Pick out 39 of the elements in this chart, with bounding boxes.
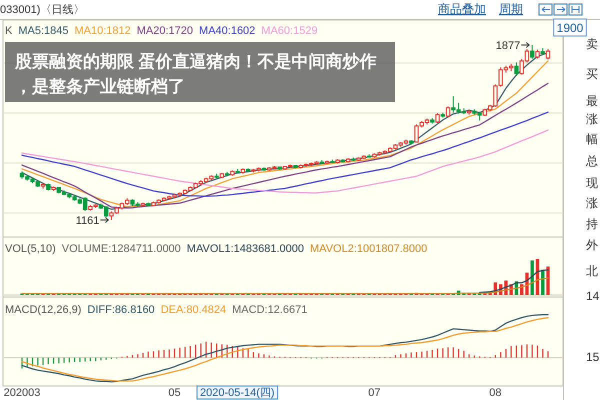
text: 033001)〈日线〉 bbox=[0, 3, 84, 16]
text: 股票融资的期限 蛋价直逼猪肉！不是中间商炒作，是整条产业链断档了 bbox=[14, 52, 377, 96]
text: 持 bbox=[586, 217, 598, 231]
text: 15 bbox=[586, 350, 600, 364]
legend-title: VOL(5,10) bbox=[5, 243, 56, 255]
text: MAVOL1:1483681.0000 bbox=[186, 243, 304, 255]
legend-title: MACD(12,26,9) bbox=[5, 304, 82, 316]
text: 北 bbox=[586, 264, 598, 278]
legend-title: K bbox=[5, 25, 13, 37]
text: 外 bbox=[586, 238, 598, 252]
annotation: MACD:12.6671 bbox=[232, 304, 308, 316]
text: 1900 bbox=[556, 21, 584, 35]
x-tick-label: 05 bbox=[168, 387, 181, 399]
text: 幅 bbox=[586, 132, 598, 146]
text: 涨 bbox=[586, 112, 598, 126]
text: 商品叠加 bbox=[438, 2, 486, 16]
text: 卖 bbox=[586, 37, 598, 51]
text: 最 bbox=[586, 94, 598, 108]
x-tick-label: 07 bbox=[368, 387, 381, 399]
text: 2020-05-14(四) bbox=[200, 387, 275, 399]
text: 周期 bbox=[499, 2, 523, 16]
text: MA20:1720 bbox=[136, 25, 194, 37]
text: 涨 bbox=[586, 196, 598, 210]
text: 14 bbox=[586, 289, 600, 303]
text: MA5:1845 bbox=[18, 25, 68, 37]
text: MA40:1602 bbox=[199, 25, 256, 37]
x-tick-label: 202003 bbox=[4, 387, 40, 399]
text: 总 bbox=[585, 154, 598, 168]
text: DEA:80.4824 bbox=[160, 304, 226, 316]
text: DIFF:86.8160 bbox=[87, 304, 155, 316]
annotation: 1877 bbox=[496, 40, 520, 52]
text: MA10:1812 bbox=[74, 25, 131, 37]
annotation: 1161 bbox=[76, 215, 100, 227]
text: 现 bbox=[586, 176, 598, 190]
text: VOLUME:1284711.0000 bbox=[62, 243, 181, 255]
x-tick-label: 08 bbox=[489, 387, 502, 399]
text: MAVOL2:1001807.8000 bbox=[310, 243, 428, 255]
text: 买 bbox=[586, 67, 598, 81]
text: MA60:1529 bbox=[261, 25, 318, 37]
